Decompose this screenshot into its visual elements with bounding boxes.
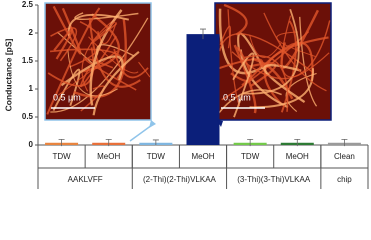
fiber bbox=[113, 48, 149, 79]
x-tick-label: MeOH bbox=[191, 152, 214, 161]
y-axis-label: Conductance [pS] bbox=[3, 38, 13, 111]
error-bar bbox=[58, 139, 65, 147]
x-tick-label: Clean bbox=[334, 152, 355, 161]
fiber bbox=[263, 12, 327, 92]
y-tick-label: 2.5 bbox=[22, 0, 34, 9]
fiber bbox=[90, 21, 118, 45]
group-label: (3-Thi)(3-Thi)VLKAA bbox=[237, 175, 311, 184]
fiber bbox=[67, 49, 118, 97]
scale-label: 0.5 µm bbox=[223, 92, 251, 102]
x-tick-label: TDW bbox=[52, 152, 71, 161]
chart: Conductance [pS] 0 0.5 1 1.5 2 2.5 AAKLVFF (2-T… bbox=[3, 0, 369, 189]
fiber bbox=[230, 46, 253, 83]
fiber bbox=[281, 15, 330, 78]
fiber bbox=[261, 41, 314, 81]
group-label: (2-Thi)(2-Thi)VLKAA bbox=[143, 175, 217, 184]
error-bar bbox=[105, 139, 112, 147]
fiber bbox=[84, 57, 137, 91]
arrow bbox=[199, 123, 220, 143]
fiber bbox=[138, 61, 151, 78]
fiber bbox=[218, 33, 314, 74]
fiber bbox=[243, 55, 289, 112]
y-tick-label: 2 bbox=[29, 28, 34, 37]
error-bar bbox=[341, 139, 348, 147]
arrow bbox=[129, 124, 153, 142]
fiber bbox=[233, 44, 257, 114]
fiber bbox=[57, 50, 118, 96]
fiber bbox=[249, 68, 314, 109]
fiber bbox=[299, 16, 318, 107]
fiber bbox=[50, 27, 78, 62]
fiber bbox=[223, 3, 248, 36]
fiber bbox=[46, 7, 101, 115]
fiber bbox=[88, 17, 141, 88]
group-label: AAKLVFF bbox=[68, 175, 103, 184]
error-bar bbox=[247, 139, 254, 147]
fiber bbox=[79, 35, 117, 88]
x-tick-label: MeOH bbox=[286, 152, 309, 161]
fiber bbox=[89, 9, 123, 106]
fiber bbox=[221, 30, 310, 101]
x-tick-label: MeOH bbox=[97, 152, 120, 161]
x-tick-label: TDW bbox=[241, 152, 260, 161]
error-bar bbox=[152, 139, 159, 146]
x-tick-label: TDW bbox=[147, 152, 166, 161]
scale-label: 0.5 µm bbox=[53, 92, 81, 102]
fiber bbox=[50, 17, 149, 113]
fiber bbox=[74, 12, 139, 21]
fiber bbox=[219, 25, 232, 49]
fiber bbox=[249, 35, 282, 58]
arrow-head bbox=[217, 120, 223, 127]
fiber bbox=[263, 64, 306, 104]
fiber bbox=[242, 8, 300, 95]
y-tick-label: 1 bbox=[29, 84, 34, 93]
fiber bbox=[227, 9, 241, 107]
error-bar bbox=[294, 139, 301, 147]
fiber bbox=[218, 8, 266, 75]
fiber bbox=[239, 49, 289, 109]
fiber bbox=[280, 20, 297, 113]
error-bar bbox=[200, 28, 206, 40]
arrow-head bbox=[149, 120, 156, 128]
group-label: chip bbox=[337, 175, 352, 184]
fiber bbox=[92, 50, 140, 116]
bar bbox=[186, 34, 220, 146]
fiber bbox=[47, 47, 95, 87]
y-tick-label: 1.5 bbox=[22, 56, 34, 65]
fiber bbox=[53, 28, 74, 60]
y-tick-label: 0.5 bbox=[22, 112, 34, 121]
y-tick-label: 0 bbox=[29, 140, 34, 149]
